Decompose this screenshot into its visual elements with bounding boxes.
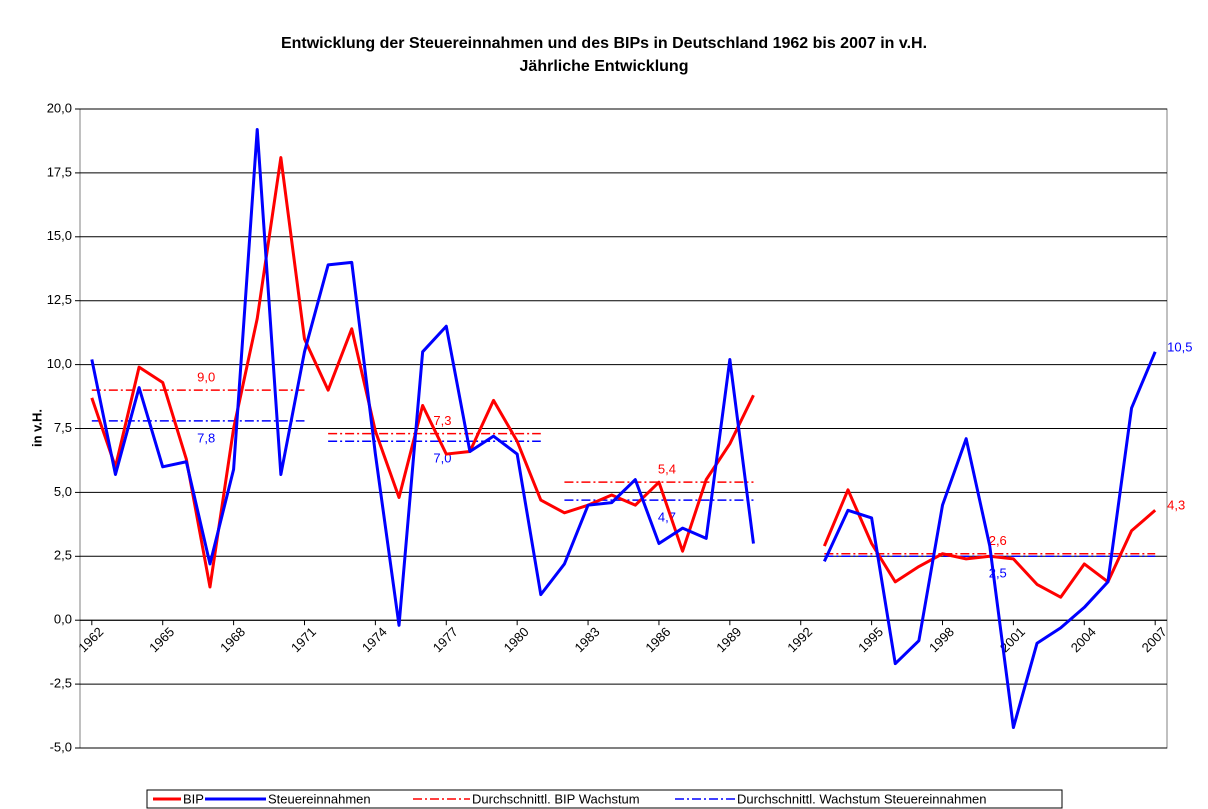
y-tick-label: 2,5 xyxy=(54,548,72,563)
average-label: 5,4 xyxy=(658,462,676,477)
legend-label: BIP xyxy=(183,791,204,806)
y-axis-title: in v.H. xyxy=(29,409,44,447)
y-tick-label: 12,5 xyxy=(47,292,72,307)
legend-label: Durchschnittl. BIP Wachstum xyxy=(472,791,640,806)
chart-subtitle: Jährliche Entwicklung xyxy=(520,58,689,75)
average-label: 7,8 xyxy=(197,430,215,445)
legend-label: Steuereinnahmen xyxy=(268,791,371,806)
end-label: 10,5 xyxy=(1167,339,1192,354)
y-tick-label: 5,0 xyxy=(54,484,72,499)
legend-box xyxy=(146,789,1063,809)
y-tick-label: 15,0 xyxy=(47,228,72,243)
y-tick-label: 7,5 xyxy=(54,420,72,435)
average-label: 9,0 xyxy=(197,370,215,385)
average-label: 2,6 xyxy=(989,533,1007,548)
legend-label: Durchschnittl. Wachstum Steuereinnahmen xyxy=(737,791,987,806)
average-label: 7,3 xyxy=(433,413,451,428)
end-label: 4,3 xyxy=(1167,498,1185,513)
y-tick-label: -5,0 xyxy=(50,739,72,754)
y-tick-label: 20,0 xyxy=(47,100,72,115)
y-tick-label: 10,0 xyxy=(47,356,72,371)
y-tick-label: -2,5 xyxy=(50,676,72,691)
chart-title: Entwicklung der Steuereinnahmen und des … xyxy=(281,35,927,52)
series-line xyxy=(90,127,1157,730)
y-tick-label: 17,5 xyxy=(47,164,72,179)
y-tick-label: 0,0 xyxy=(54,612,72,627)
